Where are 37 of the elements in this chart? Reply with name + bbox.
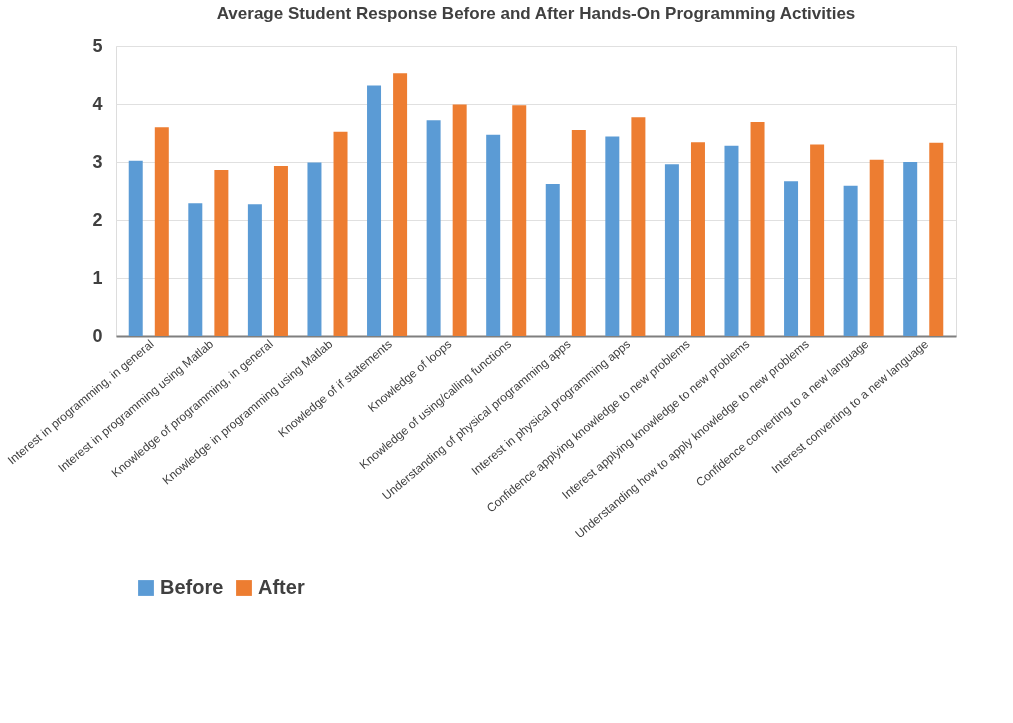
bar — [664, 164, 679, 336]
legend-label: Before — [160, 576, 224, 598]
chart-title: Average Student Response Before and After Hands-On Programming Activities — [216, 4, 856, 23]
bar — [631, 117, 646, 336]
bar — [333, 131, 348, 336]
bar — [724, 145, 739, 336]
bar — [750, 121, 765, 336]
bar — [154, 127, 169, 336]
bar — [367, 85, 382, 336]
bar — [128, 160, 143, 336]
bar — [929, 142, 944, 336]
bar — [426, 120, 441, 336]
bar — [545, 184, 560, 336]
bar — [869, 159, 884, 336]
y-tick-label: 2 — [92, 209, 103, 230]
bar — [512, 105, 527, 336]
y-tick-label: 5 — [92, 35, 103, 56]
bar — [307, 162, 322, 336]
bar — [188, 203, 203, 336]
bar — [810, 144, 825, 336]
bar — [784, 181, 799, 336]
bar — [452, 104, 467, 336]
bar — [605, 136, 620, 336]
y-tick-label: 0 — [92, 325, 103, 346]
bar — [214, 170, 229, 336]
bar — [571, 130, 586, 336]
y-tick-label: 4 — [92, 93, 103, 114]
y-tick-label: 3 — [92, 151, 103, 172]
legend-label: After — [258, 576, 305, 598]
bar — [843, 185, 858, 336]
y-tick-label: 1 — [92, 267, 103, 288]
bar — [273, 166, 288, 336]
bar — [393, 73, 408, 336]
bar — [903, 162, 918, 336]
bar — [247, 204, 262, 336]
bar — [486, 134, 501, 336]
bar — [690, 142, 705, 336]
